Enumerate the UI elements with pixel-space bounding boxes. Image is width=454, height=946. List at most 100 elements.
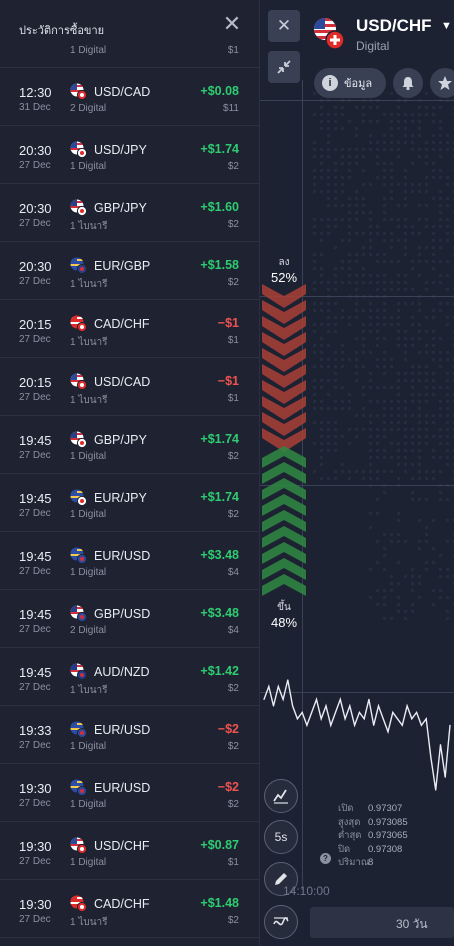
map-dot xyxy=(446,456,449,459)
price-point xyxy=(339,698,341,700)
trade-row[interactable]: 19:45 27 Dec AUD/NZD 1 ไบนารี +$1.42 $2 xyxy=(0,648,259,706)
timeframe-button[interactable]: 5s xyxy=(264,820,298,854)
favorite-button[interactable] xyxy=(430,68,454,98)
trade-row[interactable]: 20:30 27 Dec EUR/GBP 1 ไบนารี +$1.58 $2 xyxy=(0,242,259,300)
trade-row-partial[interactable]: 1 Digital $1 xyxy=(0,10,259,68)
map-dot xyxy=(397,302,400,305)
indicators-button[interactable] xyxy=(264,905,298,939)
sentiment-up-chevron xyxy=(262,510,306,532)
grid-line xyxy=(260,485,454,486)
map-dot xyxy=(411,414,414,417)
help-icon[interactable]: ? xyxy=(320,853,331,864)
map-dot xyxy=(362,477,365,480)
map-dot xyxy=(369,596,372,599)
chevron-down-icon[interactable]: ▼ xyxy=(441,20,452,32)
map-dot xyxy=(439,239,442,242)
map-dot xyxy=(334,274,337,277)
trade-row[interactable]: 20:30 27 Dec USD/JPY 1 Digital +$1.74 $2 xyxy=(0,126,259,184)
map-dot xyxy=(355,162,358,165)
map-dot xyxy=(397,120,400,123)
map-dot xyxy=(397,442,400,445)
map-dot xyxy=(390,365,393,368)
map-dot xyxy=(341,470,344,473)
map-dot xyxy=(390,582,393,585)
period-selector[interactable]: 30 วัน xyxy=(310,907,454,938)
trade-row[interactable]: 20:15 27 Dec USD/CAD 1 ไบนารี −$1 $1 xyxy=(0,358,259,416)
map-dot xyxy=(334,470,337,473)
trade-invest: $2 xyxy=(227,219,239,230)
sentiment-bar xyxy=(262,284,306,596)
sentiment-up: ขึ้น 48% xyxy=(262,600,306,630)
map-dot xyxy=(418,470,421,473)
sentiment-down-chevron xyxy=(262,428,306,452)
map-dot xyxy=(355,435,358,438)
trade-row[interactable]: 19:45 27 Dec GBP/JPY 1 Digital +$1.74 $2 xyxy=(0,416,259,474)
trade-row[interactable]: 19:30 27 Dec EUR/USD 1 Digital −$2 $2 xyxy=(0,764,259,822)
map-dot xyxy=(383,533,386,536)
map-dot xyxy=(383,435,386,438)
map-dot xyxy=(390,197,393,200)
map-dot xyxy=(425,372,428,375)
map-dot xyxy=(376,162,379,165)
map-dot xyxy=(327,281,330,284)
minimize-button[interactable] xyxy=(268,51,300,83)
map-dot xyxy=(320,323,323,326)
map-dot xyxy=(404,113,407,116)
close-chart-button[interactable]: ✕ xyxy=(268,10,300,42)
map-dot xyxy=(362,106,365,109)
trade-row[interactable]: 19:45 27 Dec EUR/JPY 1 Digital +$1.74 $2 xyxy=(0,474,259,532)
map-dot xyxy=(404,421,407,424)
price-point xyxy=(272,705,275,707)
price-point xyxy=(277,685,279,688)
map-dot xyxy=(355,134,358,137)
currency-pair-flag-icon xyxy=(70,837,87,854)
map-dot xyxy=(411,162,414,165)
map-dot xyxy=(432,547,435,550)
asset-name[interactable]: USD/CHF xyxy=(356,16,432,35)
map-dot xyxy=(418,183,421,186)
map-dot xyxy=(383,183,386,186)
map-dot xyxy=(411,134,414,137)
sentiment-down-chevron xyxy=(262,364,306,388)
drawing-tool-button[interactable] xyxy=(264,862,298,896)
map-dot xyxy=(362,120,365,123)
close-icon[interactable]: ✕ xyxy=(222,11,242,36)
map-dot xyxy=(446,519,449,522)
trade-row[interactable]: 12:30 31 Dec USD/CAD 2 Digital +$0.08 $11 xyxy=(0,68,259,126)
ohlc-row: เปิด 0.97307 xyxy=(338,802,408,816)
alerts-button[interactable] xyxy=(393,68,423,98)
trade-row[interactable]: 19:45 27 Dec EUR/USD 1 Digital +$3.48 $4 xyxy=(0,532,259,590)
map-dot xyxy=(327,379,330,382)
map-dot xyxy=(397,379,400,382)
trade-row[interactable]: 19:33 27 Dec EUR/USD 1 Digital −$2 $2 xyxy=(0,706,259,764)
map-dot xyxy=(404,470,407,473)
chart-type-button[interactable] xyxy=(264,779,298,813)
map-dot xyxy=(446,442,449,445)
map-dot xyxy=(425,92,428,95)
map-dot xyxy=(369,148,372,151)
trade-row[interactable]: 20:30 27 Dec GBP/JPY 1 ไบนารี +$1.60 $2 xyxy=(0,184,259,242)
trade-time: 19:30 xyxy=(19,781,52,796)
map-dot xyxy=(432,351,435,354)
map-dot xyxy=(383,302,386,305)
trade-row[interactable]: 19:45 27 Dec GBP/USD 2 Digital +$3.48 $4 xyxy=(0,590,259,648)
map-dot xyxy=(390,148,393,151)
map-dot xyxy=(376,323,379,326)
map-dot xyxy=(418,456,421,459)
map-dot xyxy=(320,435,323,438)
price-point xyxy=(368,698,370,700)
map-dot xyxy=(446,463,449,466)
trade-date: 27 Dec xyxy=(19,740,51,751)
map-dot xyxy=(362,183,365,186)
asset-flag-icon[interactable] xyxy=(313,17,345,49)
map-dot xyxy=(418,575,421,578)
map-dot xyxy=(397,561,400,564)
trade-row[interactable]: 19:30 27 Dec CAD/CHF 1 ไบนารี +$1.48 $2 xyxy=(0,880,259,938)
trade-pair: EUR/USD xyxy=(94,723,151,737)
trade-row[interactable]: 20:15 27 Dec CAD/CHF 1 ไบนารี −$1 $1 xyxy=(0,300,259,358)
trade-pair: EUR/USD xyxy=(94,781,151,795)
map-dot xyxy=(439,414,442,417)
info-button[interactable]: i ข้อมูล xyxy=(314,68,386,98)
trade-row[interactable]: 19:30 27 Dec USD/CHF 1 Digital +$0.87 $1 xyxy=(0,822,259,880)
trade-sub: 1 ไบนารี xyxy=(70,279,108,290)
